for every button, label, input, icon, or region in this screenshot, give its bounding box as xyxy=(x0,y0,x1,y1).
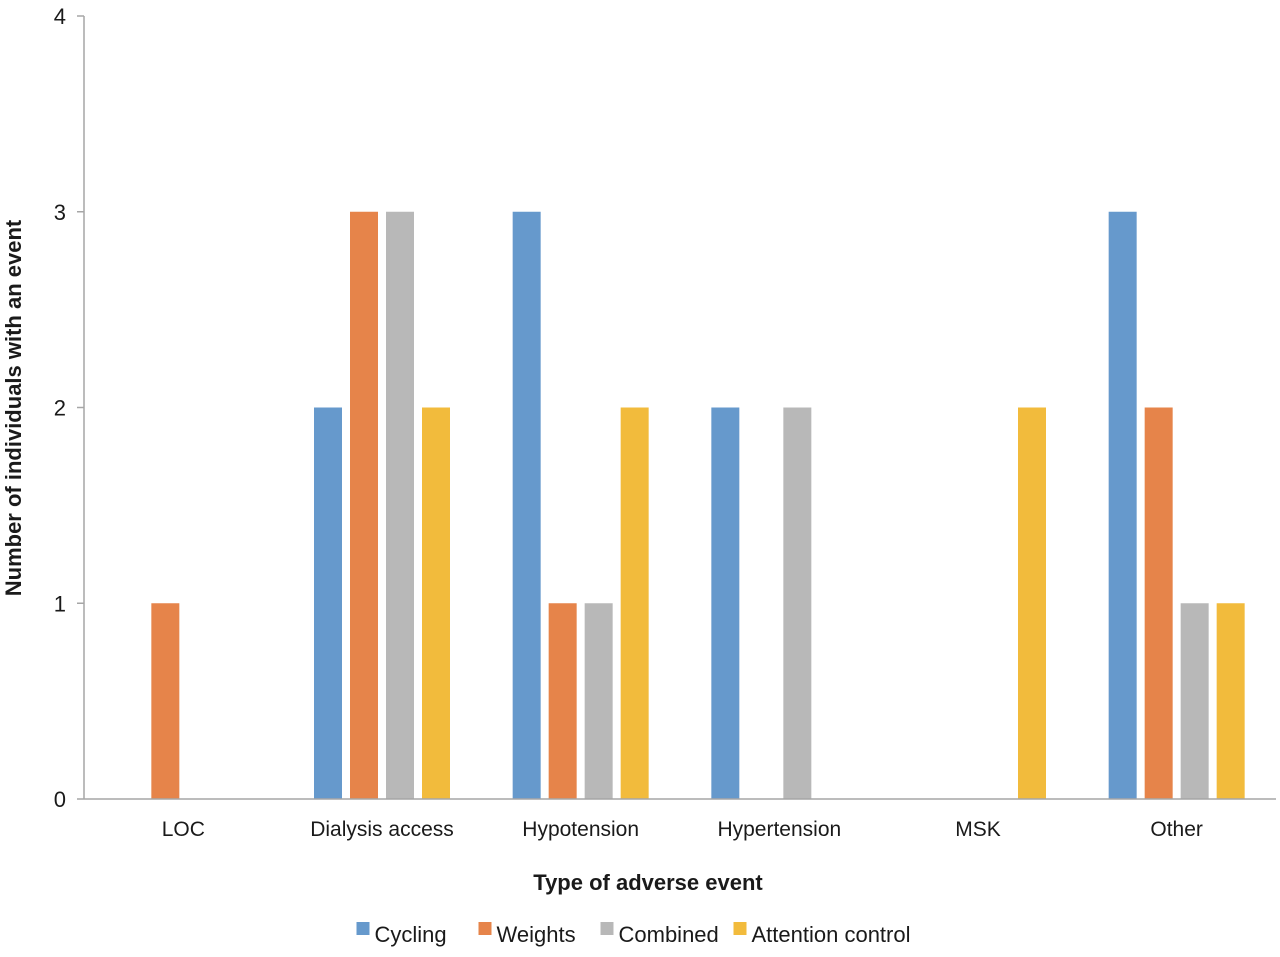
legend-label: Combined xyxy=(619,922,719,947)
bar-weights xyxy=(151,603,180,799)
x-category-label: Hypertension xyxy=(717,818,841,841)
bar-cycling xyxy=(1108,211,1137,799)
legend-swatch xyxy=(356,922,370,935)
bar-weights xyxy=(548,603,577,799)
bar-combined xyxy=(386,211,414,799)
x-category-label: Dialysis access xyxy=(310,818,454,841)
x-category-label: Other xyxy=(1150,818,1203,841)
x-labels-layer: LOC Dialysis access Hypotension Hypertensio… xyxy=(162,818,1203,841)
legend-label: Attention control xyxy=(752,922,911,947)
legend-swatch xyxy=(600,922,614,935)
legend-swatch xyxy=(733,922,747,935)
bars-layer xyxy=(151,211,1245,799)
y-tick-label: 0 xyxy=(54,787,66,812)
legend-label: Cycling xyxy=(375,922,447,947)
y-tick-label: 3 xyxy=(54,200,66,225)
legend-item-weights: Weights xyxy=(478,922,576,947)
x-category-label: MSK xyxy=(955,818,1001,841)
legend-item-attention-control: Attention control xyxy=(733,922,911,947)
y-axis-title: Number of individuals with an event xyxy=(1,219,26,596)
bar-combined xyxy=(783,407,812,799)
bar-combined xyxy=(584,603,613,799)
bar-weights xyxy=(1144,407,1173,799)
bar-attention-control xyxy=(422,407,450,799)
bar-cycling xyxy=(711,407,740,799)
legend: Cycling Weights Combined Attention control xyxy=(356,922,911,947)
y-tick-label: 2 xyxy=(54,396,66,421)
legend-label: Weights xyxy=(497,922,576,947)
bar-cycling xyxy=(512,211,541,799)
bar-attention-control xyxy=(1018,407,1046,799)
x-axis-title: Type of adverse event xyxy=(533,870,763,895)
y-tick-label: 4 xyxy=(54,4,66,29)
bar-cycling xyxy=(314,407,342,799)
bar-attention-control xyxy=(620,407,649,799)
x-category-label: Hypotension xyxy=(522,818,639,841)
legend-item-combined: Combined xyxy=(600,922,719,947)
legend-swatch xyxy=(478,922,492,935)
bar-combined xyxy=(1180,603,1209,799)
y-ticks-layer: 0 1 2 3 4 xyxy=(54,4,84,812)
legend-item-cycling: Cycling xyxy=(356,922,447,947)
bar-attention-control xyxy=(1216,603,1245,799)
x-category-label: LOC xyxy=(162,818,205,841)
y-tick-label: 1 xyxy=(54,591,66,616)
bar-weights xyxy=(350,211,378,799)
